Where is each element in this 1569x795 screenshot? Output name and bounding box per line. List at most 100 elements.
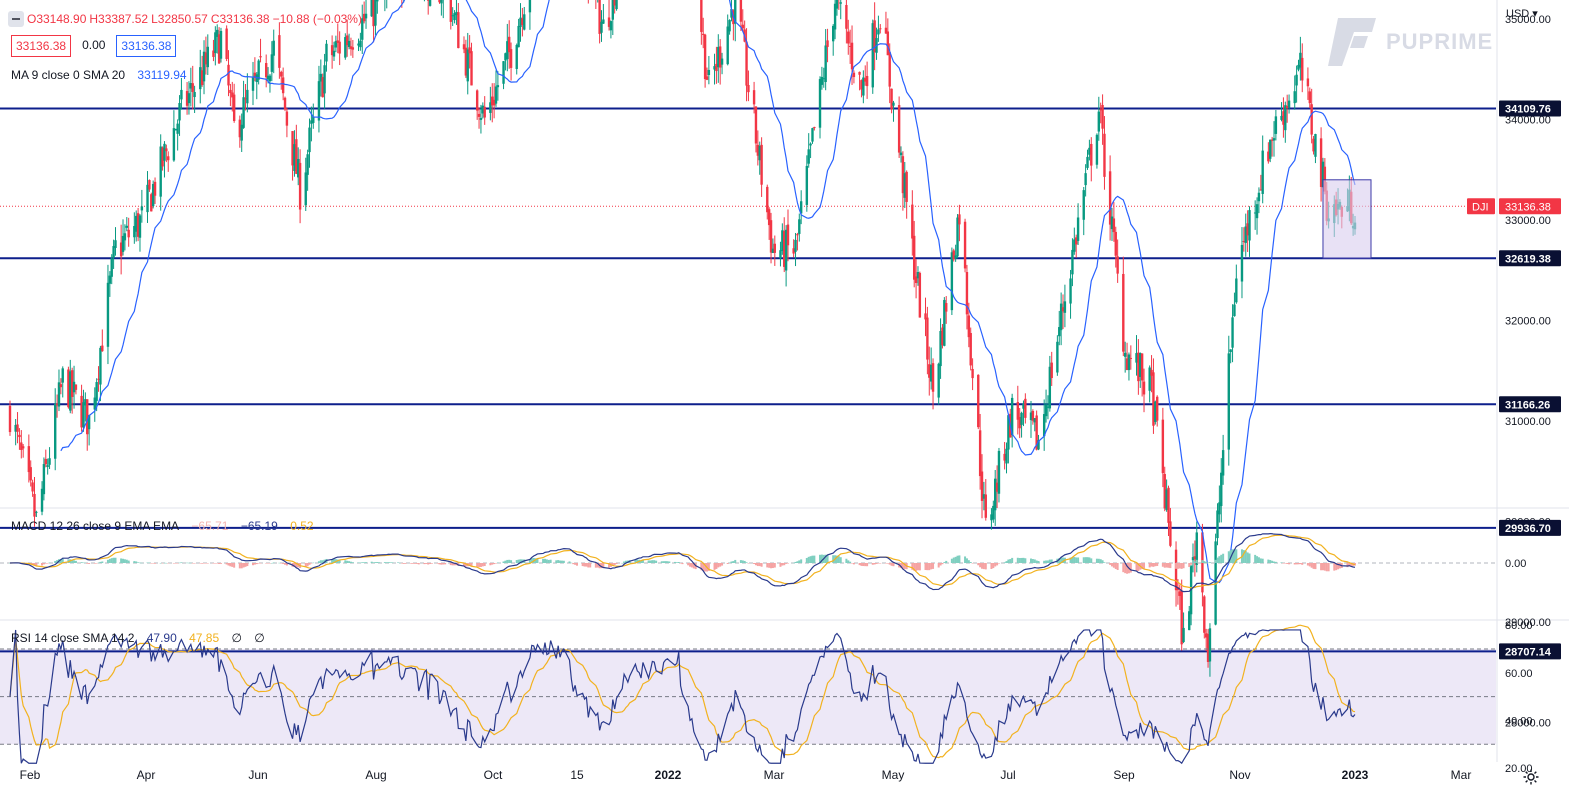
macd-hist-bar — [97, 562, 100, 564]
candle-body — [504, 53, 507, 61]
candle-body — [1058, 327, 1061, 337]
sell-price-box[interactable]: 33136.38 — [11, 35, 72, 57]
candle-body — [1033, 418, 1036, 423]
macd-hist-bar — [813, 555, 816, 563]
candle-body — [457, 12, 460, 49]
macd-hist-bar — [707, 563, 710, 571]
candle-body — [44, 458, 47, 465]
macd-hist-bar — [932, 563, 935, 569]
macd-hist-bar — [839, 557, 842, 563]
candle-body — [370, 0, 373, 17]
macd-hist-bar — [470, 563, 473, 567]
macd-hist-bar — [796, 561, 799, 563]
candle-body — [1267, 151, 1270, 162]
macd-hist-bar — [1099, 559, 1102, 563]
macd-hist-bar — [376, 562, 379, 563]
macd-hist-bar — [1267, 559, 1270, 563]
macd-hist-bar — [766, 563, 769, 568]
candle-body — [905, 171, 908, 202]
candle-body — [1069, 278, 1072, 304]
rsi-legend[interactable]: RSI 14 close SMA 14 2 47.90 47.85 ∅ ∅ — [11, 631, 268, 645]
currency-selector[interactable]: USD ▾ — [1506, 7, 1538, 20]
macd-hist-bar — [1101, 560, 1104, 563]
candle-body — [1007, 415, 1010, 450]
macd-hist-bar — [423, 563, 426, 565]
macd-hist-bar — [1306, 563, 1309, 566]
candle-body — [1082, 190, 1085, 220]
candle-body — [1257, 192, 1261, 202]
macd-hist-bar — [1077, 557, 1080, 563]
candle-body — [864, 78, 867, 82]
macd-hist-bar — [1242, 550, 1245, 563]
candle-body — [114, 240, 117, 249]
ma-line — [60, 0, 1356, 584]
candle-body — [219, 30, 223, 59]
macd-hist-bar — [284, 563, 287, 565]
macd-hist-bar — [1314, 563, 1317, 570]
candle-body — [519, 17, 522, 27]
macd-hist-bar — [924, 563, 927, 571]
candle-body — [35, 511, 38, 513]
macd-hist-bar — [655, 560, 658, 563]
macd-hist-bar — [918, 563, 921, 571]
candle-body — [264, 63, 268, 78]
candle-body — [888, 52, 891, 87]
candle-body — [108, 275, 112, 284]
candle-body — [475, 90, 479, 111]
candle-body — [16, 424, 19, 432]
macd-hist-bar — [583, 563, 586, 567]
candle-body — [984, 494, 987, 518]
logo-text: PUPRIME — [1386, 29, 1494, 54]
macd-hist-bar — [502, 561, 505, 563]
macd-hist-bar — [35, 563, 38, 567]
macd-hist-bar — [805, 557, 808, 563]
macd-hist-bar — [1165, 563, 1168, 568]
macd-hist-bar — [967, 560, 970, 563]
macd-hist-bar — [1095, 558, 1098, 563]
candle-body — [1169, 521, 1172, 546]
candle-body — [945, 303, 948, 312]
time-axis: Feb Apr Jun Aug Oct 15 2022 Mar May Jul Sep Nov 2023… — [20, 768, 1472, 782]
macd-hist-bar — [649, 560, 652, 563]
macd-hist-bar — [608, 563, 611, 568]
candle-body — [747, 85, 750, 93]
candle-body — [232, 94, 236, 122]
consolidation-rect — [1322, 179, 1372, 259]
candle-body — [42, 464, 46, 495]
candle-body — [852, 72, 856, 78]
macd-hist-bar — [747, 563, 750, 564]
macd-hist-bar — [958, 555, 961, 563]
collapse-legend-button[interactable] — [8, 11, 24, 27]
ma-legend[interactable]: MA 9 close 0 SMA 20 33119.94 — [11, 68, 190, 82]
macd-hist-bar — [879, 563, 882, 564]
macd-hist-bar — [549, 559, 552, 563]
candle-body — [238, 119, 242, 138]
candle-body — [246, 89, 249, 104]
level-tag — [1499, 519, 1561, 536]
macd-hist-bar — [547, 559, 550, 563]
macd-hist-bar — [1156, 563, 1159, 566]
candle-body — [1152, 372, 1155, 426]
macd-hist-bar — [1244, 550, 1247, 563]
candle-body — [1122, 273, 1125, 352]
macd-hist-bar — [792, 562, 795, 564]
candle-body — [359, 40, 362, 48]
macd-hist-bar — [809, 556, 812, 563]
macd-hist-bar — [333, 559, 336, 563]
level-tag — [1499, 100, 1561, 117]
candle-body — [1086, 156, 1089, 168]
macd-hist-bar — [930, 563, 933, 570]
gear-icon[interactable] — [1522, 768, 1540, 786]
buy-price-box[interactable]: 33136.38 — [116, 35, 177, 57]
macd-hist-bar — [721, 563, 724, 566]
macd-legend[interactable]: MACD 12 26 close 9 EMA EMA −65.71 −65.19… — [11, 519, 317, 533]
candle-body — [185, 91, 189, 106]
macd-hist-bar — [1180, 563, 1183, 569]
macd-hist-bar — [1327, 563, 1330, 572]
macd-hist-bar — [647, 560, 650, 563]
macd-hist-bar — [1214, 559, 1217, 563]
macd-hist-bar — [453, 563, 456, 566]
macd-hist-bar — [517, 559, 520, 563]
macd-hist-bar — [589, 563, 592, 568]
